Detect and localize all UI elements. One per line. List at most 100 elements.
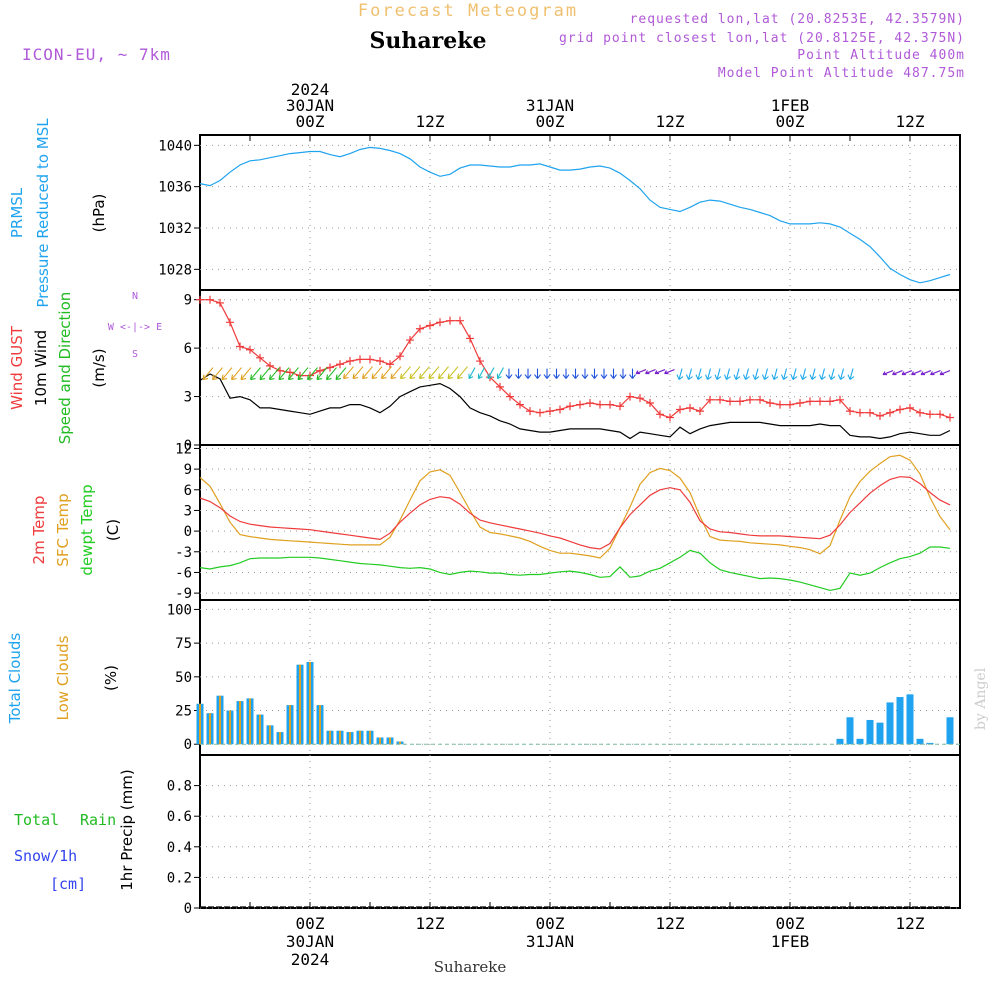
- gust-marker: [266, 361, 274, 370]
- gust-marker: [346, 357, 354, 366]
- wind-direction-arrow: [761, 368, 769, 381]
- gust-marker: [716, 395, 724, 404]
- y-tick-label: 3: [184, 503, 192, 519]
- wind-direction-arrow: [230, 367, 242, 381]
- station-title: Suhareke: [370, 28, 487, 54]
- wind-direction-arrow: [259, 367, 271, 381]
- gust-marker: [446, 316, 454, 325]
- panel-frame-wind: [199, 289, 961, 446]
- wind-direction-arrow: [456, 366, 468, 380]
- pressure-label-long: Pressure Reduced to MSL: [34, 118, 52, 308]
- total-rain-label: Total: [14, 811, 59, 829]
- y-tick-label: -9: [175, 586, 192, 602]
- wind-direction-arrow: [352, 366, 364, 380]
- top-time-label: 00Z: [296, 112, 325, 131]
- gust-marker: [896, 405, 904, 414]
- wind-direction-arrow: [515, 368, 522, 379]
- wind-direction-arrow: [882, 370, 894, 376]
- wind-direction-arrow: [790, 368, 798, 381]
- gust-marker: [406, 336, 414, 345]
- wind-direction-arrow: [809, 368, 817, 381]
- low-cloud-bar: [229, 710, 231, 745]
- wind-direction-arrow: [221, 367, 233, 381]
- gust-marker: [426, 321, 434, 330]
- y-tick-label: 1028: [158, 262, 192, 278]
- wind-direction-arrow: [371, 366, 383, 380]
- gust-marker: [496, 382, 504, 391]
- gust-marker: [516, 400, 524, 409]
- wind-direction-arrow: [477, 367, 485, 380]
- bottom-time-label: 12Z: [656, 914, 685, 933]
- wind-units: (m/s): [90, 348, 108, 387]
- gust-marker: [616, 402, 624, 411]
- gust-marker: [216, 298, 224, 307]
- wind-direction-arrow: [911, 370, 922, 376]
- compass-west-east: W <-|-> E: [108, 322, 162, 333]
- wind-direction-arrow: [591, 368, 598, 379]
- temp-units: (C): [104, 519, 122, 541]
- wind-direction-arrow: [847, 368, 855, 381]
- wind-direction-arrow: [447, 366, 459, 380]
- wind-direction-arrow: [468, 367, 476, 380]
- y-tick-label: 25: [175, 704, 192, 720]
- gust-marker: [316, 366, 324, 375]
- wind-gust-label: Wind GUST: [8, 325, 26, 410]
- 10m-wind-label: 10m Wind: [32, 330, 50, 406]
- y-tick-label: -6: [175, 565, 192, 581]
- wind-direction-arrow: [695, 368, 703, 381]
- wind-direction-arrow: [306, 367, 318, 381]
- gust-marker: [536, 408, 544, 417]
- gust-marker: [646, 399, 654, 408]
- wind-direction-arrow: [278, 367, 290, 381]
- title-top: Forecast Meteogram: [358, 1, 578, 21]
- y-tick-label: 0.6: [167, 809, 192, 825]
- gust-marker: [396, 352, 404, 361]
- gust-marker: [356, 355, 364, 364]
- panel-frame-temperature: [199, 444, 961, 601]
- low-cloud-bar: [339, 730, 341, 745]
- wind-direction-arrow: [704, 368, 712, 381]
- gust-marker: [846, 407, 854, 416]
- total-clouds-label: Total Clouds: [6, 633, 24, 725]
- gust-marker: [916, 408, 924, 417]
- gust-marker: [776, 400, 784, 409]
- gust-marker: [926, 410, 934, 419]
- wind-direction-arrow: [654, 369, 666, 375]
- 2m-temp-label: 2m Temp: [30, 496, 48, 565]
- y-tick-label: 0.4: [167, 840, 192, 856]
- gust-marker: [596, 400, 604, 409]
- total-cloud-bar: [876, 722, 884, 745]
- gust-marker: [196, 295, 204, 304]
- wind-direction-arrow: [939, 370, 951, 376]
- total-cloud-bar: [916, 738, 924, 745]
- y-tick-label: 9: [184, 293, 192, 309]
- y-tick-label: 50: [175, 670, 192, 686]
- gust-marker: [706, 395, 714, 404]
- low-cloud-bar: [249, 698, 251, 745]
- wind-speed-line: [199, 373, 951, 440]
- gust-marker: [506, 392, 514, 401]
- wind-direction-arrow: [780, 368, 788, 381]
- gust-marker: [246, 345, 254, 354]
- top-time-label: 00Z: [536, 112, 565, 131]
- y-tick-label: -3: [175, 545, 192, 561]
- bottom-time-label: 30JAN: [286, 932, 334, 951]
- y-tick-label: 9: [184, 462, 192, 478]
- wind-direction-arrow: [543, 368, 551, 379]
- gust-marker: [736, 397, 744, 406]
- snow-units: [cm]: [50, 875, 86, 893]
- y-tick-label: 0.8: [167, 779, 192, 795]
- gust-marker: [376, 357, 384, 366]
- wind-direction-arrow: [714, 368, 722, 381]
- pressure-units: (hPa): [90, 194, 108, 233]
- grid-coords: grid point closest lon,lat (20.8125E, 42…: [559, 31, 965, 46]
- total-cloud-bar: [886, 702, 894, 745]
- panel-frame-pressure: [199, 134, 961, 291]
- bottom-time-label: 00Z: [776, 914, 805, 933]
- wind-gust-line: [200, 299, 951, 419]
- low-cloud-bar: [209, 713, 211, 745]
- wind-direction-arrow: [600, 368, 608, 379]
- top-time-label: 30JAN: [286, 96, 334, 115]
- gust-marker: [726, 397, 734, 406]
